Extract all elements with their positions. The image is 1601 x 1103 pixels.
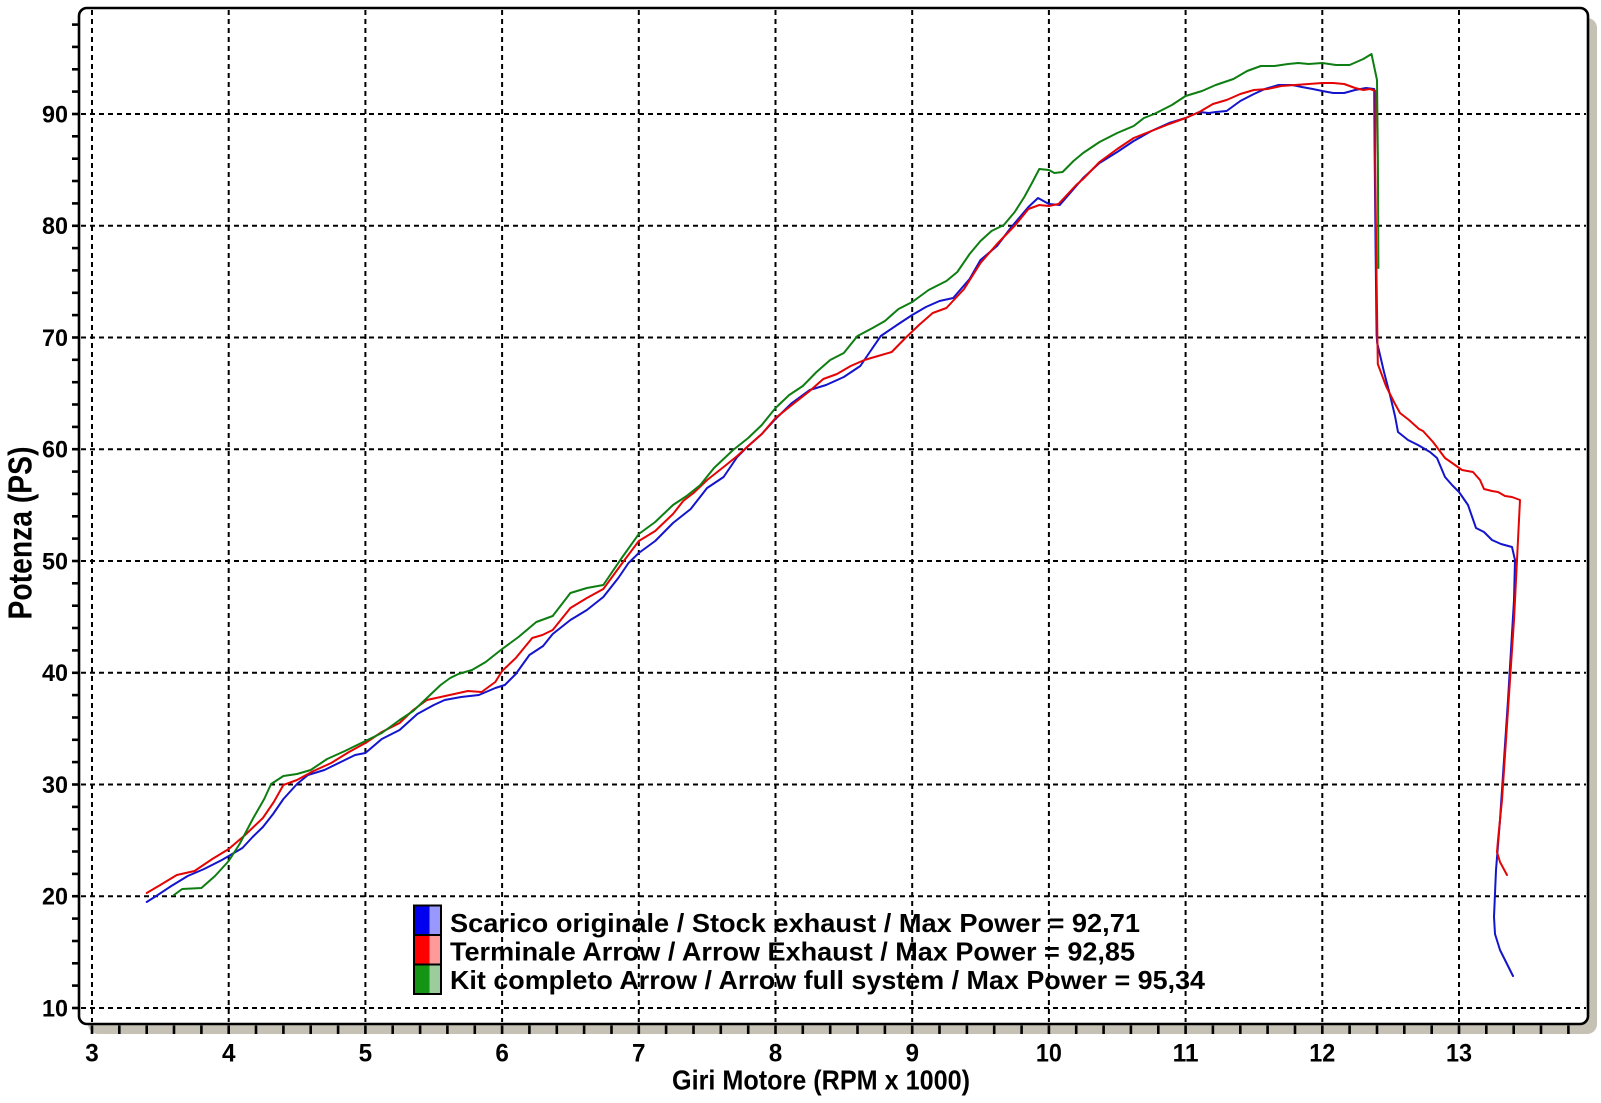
svg-text:Potenza (PS): Potenza (PS) — [2, 447, 39, 620]
svg-text:13: 13 — [1446, 1040, 1472, 1068]
svg-text:8: 8 — [769, 1040, 783, 1068]
svg-text:80: 80 — [42, 213, 68, 240]
svg-text:11: 11 — [1173, 1040, 1199, 1068]
svg-text:30: 30 — [42, 772, 68, 799]
svg-text:50: 50 — [42, 548, 68, 575]
svg-text:Giri Motore (RPM x 1000): Giri Motore (RPM x 1000) — [672, 1065, 970, 1096]
svg-text:3: 3 — [85, 1040, 99, 1068]
svg-text:4: 4 — [222, 1040, 236, 1068]
svg-text:70: 70 — [42, 325, 68, 352]
svg-text:90: 90 — [42, 101, 68, 128]
svg-text:12: 12 — [1309, 1040, 1335, 1068]
svg-text:20: 20 — [42, 884, 68, 911]
svg-text:9: 9 — [905, 1040, 919, 1068]
svg-text:5: 5 — [359, 1040, 373, 1068]
svg-text:Scarico originale / Stock exha: Scarico originale / Stock exhaust / Max … — [450, 908, 1140, 938]
svg-text:Kit completo Arrow / Arrow ful: Kit completo Arrow / Arrow full system /… — [450, 965, 1206, 995]
svg-text:7: 7 — [632, 1040, 646, 1068]
svg-text:40: 40 — [42, 660, 68, 687]
svg-text:60: 60 — [42, 437, 68, 464]
svg-text:10: 10 — [1036, 1040, 1062, 1068]
svg-text:6: 6 — [495, 1040, 509, 1068]
svg-text:10: 10 — [42, 995, 68, 1022]
svg-text:Terminale Arrow / Arrow Exhaus: Terminale Arrow / Arrow Exhaust / Max Po… — [450, 937, 1135, 967]
